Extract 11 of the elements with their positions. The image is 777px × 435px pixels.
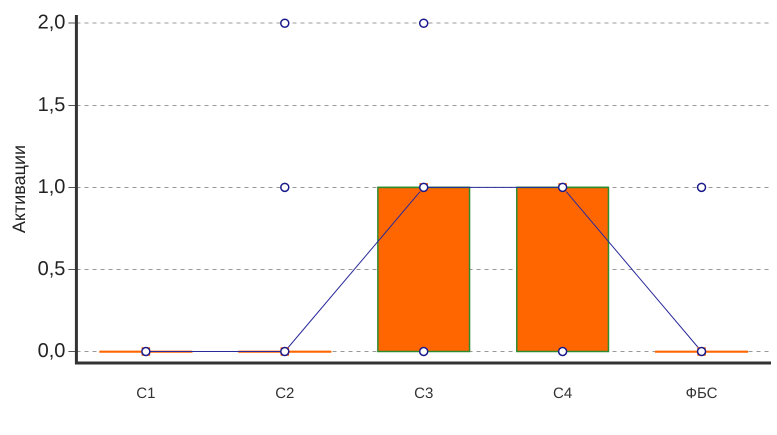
y-tick-label: 1,0 xyxy=(38,176,66,198)
x-tick-label: C3 xyxy=(414,385,434,402)
y-tick-label: 0,0 xyxy=(38,340,66,362)
x-tick-label: C4 xyxy=(553,385,572,402)
x-tick-label: ФБС xyxy=(686,385,718,402)
x-tick-label: C2 xyxy=(275,385,294,402)
y-tick-label: 1,5 xyxy=(38,94,66,116)
y-tick-label: 2,0 xyxy=(38,12,66,34)
y-axis-title: Активации xyxy=(8,144,29,234)
y-tick-label: 0,5 xyxy=(38,258,66,280)
x-tick-label: C1 xyxy=(136,385,156,402)
